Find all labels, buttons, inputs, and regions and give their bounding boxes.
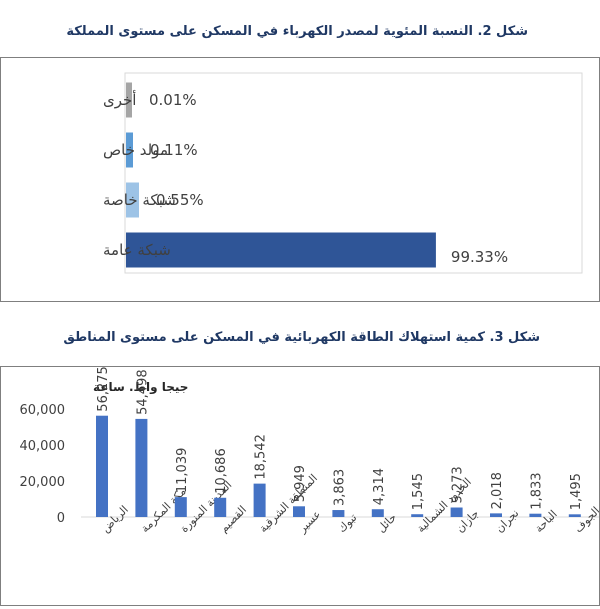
chart1-bar [126, 182, 139, 218]
chart2-value-label: 54,498 [135, 369, 150, 415]
chart2-bar [135, 418, 148, 517]
chart1-value-label: 0.01% [149, 91, 197, 109]
chart2-bar [96, 415, 108, 517]
chart1-category-label: شبكة خاصة [103, 191, 176, 209]
chart1-category-label: شبكة عامة [103, 241, 171, 259]
chart2-bar [411, 514, 424, 517]
chart1-bar [126, 82, 132, 118]
chart2-bar [253, 483, 266, 517]
chart1-value-label: 0.55% [156, 191, 204, 209]
chart2-ytick-label: 20,000 [20, 475, 66, 490]
chart2-value-label: 5,949 [293, 465, 308, 502]
chart1-panel: أخرى 0.01% مولد خاص 0.11% شبكة خاصة 0.55% شبكة… [0, 57, 600, 302]
chart2-category-label: نجران [493, 507, 522, 536]
chart1-category-label: مولد خاص [103, 141, 168, 159]
chart2-bar [293, 506, 305, 517]
chart2-value-label: 1,495 [569, 473, 584, 510]
chart2-bar [174, 497, 187, 517]
chart2-value-label: 10,686 [214, 448, 229, 494]
chart2-value-label: 1,833 [529, 472, 544, 509]
chart2-value-label: 2,018 [490, 472, 505, 509]
chart1-category-label: أخرى [103, 90, 136, 109]
chart2-bar [529, 513, 542, 517]
chart2-ytick-label: 40,000 [20, 439, 66, 454]
chart2-bar [332, 510, 345, 517]
chart1-plot-area [124, 72, 583, 274]
chart2-value-label: 11,039 [175, 448, 190, 494]
chart2-bar [214, 497, 227, 517]
chart1-value-label: 0.11% [150, 141, 198, 159]
chart2-value-label: 4,314 [372, 468, 387, 505]
chart2-value-label: 5,273 [451, 466, 466, 503]
chart2-value-label: 18,542 [254, 434, 269, 480]
chart2-category-label: الباحة [532, 508, 559, 535]
chart1-bar [126, 132, 133, 168]
chart2-value-label: 56,275 [96, 367, 111, 412]
chart2-panel: جيجا واط. ساعة 0 20,000 40,000 60,000 56,275 ا… [0, 366, 600, 606]
chart1-bar [126, 232, 436, 268]
chart2-bar [371, 509, 384, 517]
chart2-bar [450, 507, 463, 517]
chart2-bar [490, 513, 502, 517]
chart2-ytick-label: 60,000 [20, 403, 66, 418]
chart1-title: شكل 2. النسبة المئوية لمصدر الكهرباء في … [66, 24, 528, 39]
chart2-bar [568, 514, 581, 517]
chart2-ytick-label: 0 [57, 511, 65, 526]
chart1-value-label: 99.33% [451, 248, 508, 266]
chart2-svg: جيجا واط. ساعة 0 20,000 40,000 60,000 56,275 ا… [20, 366, 600, 536]
chart2-ylabel: جيجا واط. ساعة [93, 380, 188, 395]
chart2-value-label: 1,545 [411, 473, 426, 510]
chart2-title: شكل 3. كمية استهلاك الطاقة الكهربائية في… [63, 330, 540, 345]
chart2-value-label: 3,863 [332, 469, 347, 506]
